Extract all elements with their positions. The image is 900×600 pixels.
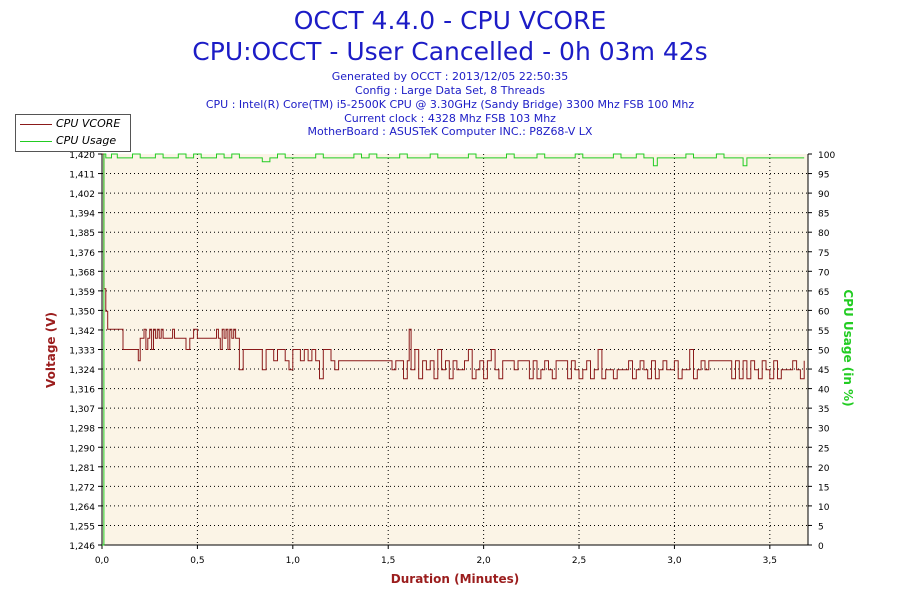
legend-item-vcore: CPU VCORE: [16, 116, 130, 132]
y-tick-label-left: 1,246: [69, 542, 95, 552]
y-tick-label-left: 1,368: [69, 268, 95, 278]
y-tick-label-right: 70: [818, 268, 830, 278]
y-tick-label-right: 5: [818, 522, 824, 532]
x-tick-label: 0,5: [190, 556, 204, 566]
info-motherboard: MotherBoard : ASUSTeK Computer INC.: P8Z…: [307, 125, 593, 138]
y-tick-label-right: 15: [818, 483, 829, 493]
y-tick-label-left: 1,324: [69, 366, 95, 376]
info-generated: Generated by OCCT : 2013/12/05 22:50:35: [331, 70, 569, 83]
y-tick-label-right: 60: [818, 307, 830, 317]
y-tick-label-right: 90: [818, 190, 830, 200]
x-tick-label: 2,0: [476, 556, 491, 566]
y-tick-label-right: 0: [818, 542, 824, 552]
y-tick-label-right: 75: [818, 249, 829, 259]
chart-title: OCCT 4.4.0 - CPU VCORE: [293, 6, 607, 35]
x-tick-label: 1,0: [286, 556, 301, 566]
x-tick-label: 1,5: [381, 556, 395, 566]
y-tick-label-left: 1,290: [69, 444, 95, 454]
y-tick-label-right: 80: [818, 229, 830, 239]
legend-item-usage: CPU Usage: [16, 133, 130, 149]
x-tick-label: 2,5: [572, 556, 586, 566]
info-clock: Current clock : 4328 Mhz FSB 103 Mhz: [344, 112, 556, 125]
y-tick-label-left: 1,411: [69, 171, 95, 181]
y-axis-title-left: Voltage (V): [44, 312, 58, 388]
y-axis-title-right: CPU Usage (in %): [841, 289, 855, 407]
y-tick-label-right: 100: [818, 151, 835, 161]
y-tick-label-left: 1,359: [69, 288, 95, 298]
y-tick-label-right: 20: [818, 464, 830, 474]
y-tick-label-right: 25: [818, 444, 829, 454]
y-tick-label-left: 1,420: [69, 151, 95, 161]
x-axis-title: Duration (Minutes): [390, 572, 520, 586]
y-tick-label-right: 30: [818, 425, 830, 435]
series-line-cpu-vcore: [102, 153, 805, 380]
info-cpu: CPU : Intel(R) Core(TM) i5-2500K CPU @ 3…: [205, 98, 695, 111]
y-tick-label-right: 50: [818, 347, 830, 357]
y-tick-label-left: 1,394: [69, 210, 95, 220]
y-tick-label-left: 1,342: [69, 327, 95, 337]
y-tick-label-left: 1,376: [69, 249, 95, 259]
y-tick-label-right: 85: [818, 210, 829, 220]
y-tick-label-right: 45: [818, 366, 829, 376]
y-tick-label-left: 1,333: [69, 347, 95, 357]
x-tick-label: 3,0: [667, 556, 682, 566]
y-tick-label-left: 1,350: [69, 307, 95, 317]
y-tick-label-left: 1,264: [69, 503, 95, 513]
chart-subtitle: CPU:OCCT - User Cancelled - 0h 03m 42s: [192, 37, 708, 66]
y-tick-label-left: 1,307: [69, 405, 95, 415]
y-tick-label-left: 1,272: [69, 483, 95, 493]
y-tick-label-left: 1,385: [69, 229, 95, 239]
y-tick-label-right: 95: [818, 171, 829, 181]
y-tick-label-right: 40: [818, 386, 830, 396]
y-tick-label-left: 1,402: [69, 190, 95, 200]
y-tick-label-left: 1,281: [69, 464, 95, 474]
legend-swatch-vcore: [20, 124, 52, 125]
legend-label-vcore: CPU VCORE: [56, 117, 121, 130]
y-tick-label-left: 1,316: [69, 386, 95, 396]
legend-swatch-usage: [20, 141, 52, 142]
y-tick-label-right: 65: [818, 288, 829, 298]
y-tick-label-right: 10: [818, 503, 830, 513]
legend: CPU VCORE CPU Usage: [15, 114, 131, 152]
legend-label-usage: CPU Usage: [56, 134, 117, 147]
x-tick-label: 0,0: [95, 556, 110, 566]
info-config: Config : Large Data Set, 8 Threads: [355, 84, 545, 97]
series-line-cpu-usage: [102, 153, 805, 546]
y-tick-label-right: 35: [818, 405, 829, 415]
y-tick-label-left: 1,255: [69, 522, 95, 532]
x-tick-label: 3,5: [763, 556, 777, 566]
y-tick-label-right: 55: [818, 327, 829, 337]
y-tick-label-left: 1,298: [69, 425, 95, 435]
